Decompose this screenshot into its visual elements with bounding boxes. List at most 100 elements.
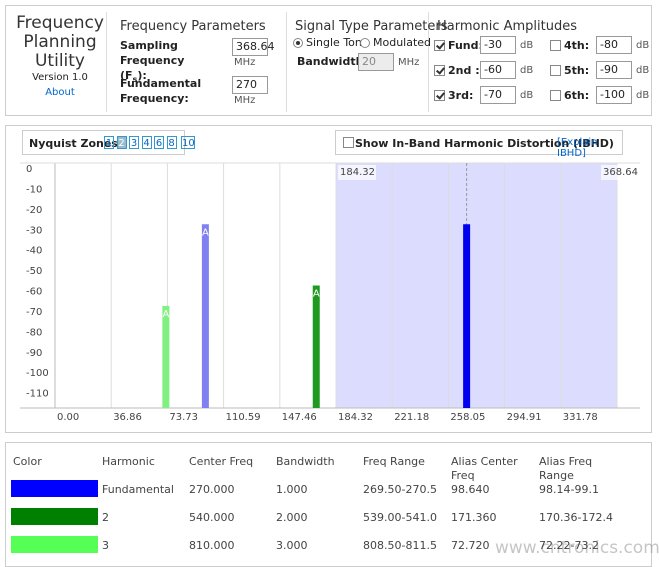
unit: MHz (234, 95, 256, 106)
table-cell: 72.22-73.2 (539, 539, 599, 552)
zone-button[interactable]: 3 (129, 136, 139, 149)
x-tick-label: 147.46 (282, 412, 317, 423)
harmonic-label: 6th: (564, 89, 590, 102)
harmonic-checkbox[interactable] (434, 65, 445, 76)
watermark: www.cntronics.com (495, 538, 659, 558)
radio[interactable] (360, 38, 370, 48)
table-header: Alias Freq Range (539, 455, 593, 482)
x-tick-label: 73.73 (169, 412, 198, 423)
y-tick-label: -50 (26, 266, 42, 277)
table-cell: 170.36-172.4 (539, 511, 613, 524)
color-swatch (11, 480, 98, 497)
table-cell: Fundamental (102, 483, 174, 496)
bar (312, 285, 320, 408)
y-tick-label: -100 (26, 368, 49, 379)
unit: dB (636, 90, 650, 101)
y-tick-label: -30 (26, 225, 42, 236)
fundamental-input[interactable]: 270 (232, 76, 268, 94)
radio[interactable] (293, 38, 303, 48)
section-title: Frequency Parameters (120, 19, 266, 34)
ibhd-link[interactable]: [Explain IBHD] (557, 137, 598, 159)
zone-button[interactable]: 1 (104, 136, 114, 149)
x-tick-label: 294.91 (507, 412, 542, 423)
harmonic-input[interactable]: -100 (596, 86, 632, 104)
ibhd-label: Show In-Band Harmonic Distortion (IBHD) (355, 137, 614, 150)
field-label: Sampling Frequency (Fs): (120, 38, 230, 87)
shaded-region (336, 163, 617, 408)
label: s (132, 75, 138, 85)
table-header: Alias Center Freq (451, 455, 518, 482)
harmonic-label: 4th: (564, 39, 590, 52)
harmonic-checkbox[interactable] (550, 65, 561, 76)
bar-label: A (202, 227, 209, 238)
table-cell: 539.00-541.0 (363, 511, 437, 524)
table-header: Harmonic (102, 455, 155, 468)
table-cell: 2.000 (276, 511, 308, 524)
zone-button[interactable]: 2 (116, 136, 127, 149)
table-header: Center Freq (189, 455, 254, 468)
color-swatch (11, 536, 98, 553)
x-tick-label: 0.00 (57, 412, 79, 423)
bar-label: A (313, 289, 320, 300)
app-title: Frequency Planning Utility (16, 13, 104, 71)
version: Version 1.0 (32, 72, 88, 83)
harmonic-label: 5th: (564, 64, 590, 77)
y-tick-label: -60 (26, 287, 42, 298)
top-panel (5, 5, 652, 116)
y-tick-label: 0 (26, 164, 32, 175)
radio-label: Single Tone (306, 36, 369, 49)
harmonic-checkbox[interactable] (550, 90, 561, 101)
shade-label: 184.32 (340, 167, 375, 178)
table-cell: 270.000 (189, 483, 235, 496)
table-cell: 540.000 (189, 511, 235, 524)
table-cell: 3.000 (276, 539, 308, 552)
harmonic-label: 3rd: (448, 89, 474, 102)
y-tick-label: -90 (26, 348, 42, 359)
bar (201, 224, 209, 408)
table-cell: 98.14-99.1 (539, 483, 599, 496)
harmonic-checkbox[interactable] (550, 40, 561, 51)
zone-button[interactable]: 4 (141, 136, 152, 149)
field-label: Bandwidth: (297, 55, 368, 68)
harmonic-checkbox[interactable] (434, 40, 445, 51)
table-header: Freq Range (363, 455, 425, 468)
harmonic-input[interactable]: -90 (596, 61, 632, 79)
divider (106, 12, 107, 112)
nyquist-label: Nyquist Zones: (29, 137, 123, 150)
x-tick-label: 36.86 (113, 412, 142, 423)
harmonic-input[interactable]: -60 (480, 61, 516, 79)
table-cell: 810.000 (189, 539, 235, 552)
shade-label: 368.64 (603, 167, 638, 178)
ibhd-checkbox[interactable] (343, 137, 354, 148)
about-link[interactable]: About (45, 87, 75, 98)
y-tick-label: -10 (26, 184, 42, 195)
harmonic-input[interactable]: -70 (480, 86, 516, 104)
harmonic-input[interactable]: -80 (596, 36, 632, 54)
section-title: Harmonic Amplitudes (437, 19, 577, 34)
label: Sampling Frequency (120, 39, 185, 67)
harmonic-label: 2nd : (448, 64, 480, 77)
bar (463, 224, 471, 408)
bar (162, 305, 170, 408)
harmonic-input[interactable]: -30 (480, 36, 516, 54)
zone-button[interactable]: 8 (166, 136, 177, 149)
field-label: Fundamental Frequency: (120, 77, 202, 105)
y-tick-label: -70 (26, 307, 42, 318)
chart-panel (5, 125, 652, 433)
bandwidth-input: 20 (358, 53, 394, 71)
table-cell: 269.50-270.5 (363, 483, 437, 496)
shade-label-bg (338, 165, 376, 180)
x-tick-label: 258.05 (450, 412, 485, 423)
harmonic-checkbox[interactable] (434, 90, 445, 101)
table-cell: 1.000 (276, 483, 308, 496)
table-cell: 2 (102, 511, 109, 524)
y-tick-label: -110 (26, 389, 49, 400)
zone-button[interactable]: 6 (154, 136, 164, 149)
shade-label-bg (601, 165, 639, 180)
zone-button[interactable]: 10 (181, 136, 195, 149)
label: ): (137, 69, 147, 82)
table-cell: 98.640 (451, 483, 490, 496)
sampling-input[interactable]: 368.64 (232, 38, 275, 56)
